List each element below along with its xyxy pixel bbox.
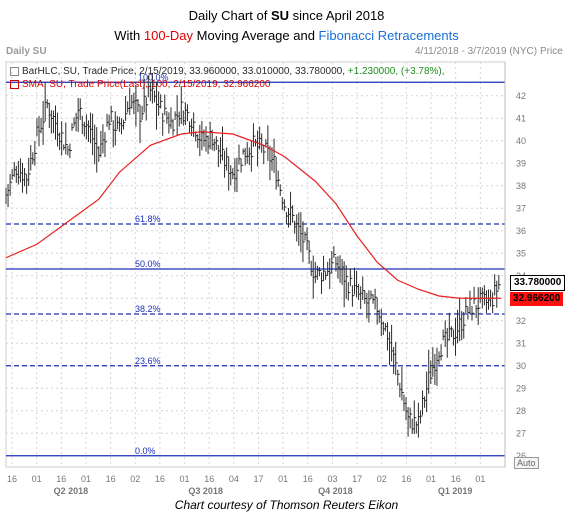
legend-sma-series[interactable]: SMA, SU, Trade Price(Last), 100, 2/15/20…	[10, 79, 270, 90]
x-period-label: Q1 2019	[438, 486, 473, 496]
title-text: Daily Chart of	[188, 8, 271, 23]
x-tick-label: 16	[7, 474, 17, 484]
x-period-label: Q3 2018	[188, 486, 223, 496]
x-tick-label: 01	[426, 474, 436, 484]
subtitle-sma-label: 100-Day	[143, 28, 194, 43]
chart-credit: Chart courtesy of Thomson Reuters Eikon	[174, 498, 399, 512]
x-tick-label: 16	[303, 474, 313, 484]
legend-price-swatch-icon	[10, 66, 19, 76]
y-tick-label: 26	[516, 451, 526, 461]
chart-title-line-1: Daily Chart of SU since April 2018	[0, 8, 573, 23]
x-tick-label: 02	[377, 474, 387, 484]
x-period-label: Q2 2018	[54, 486, 89, 496]
x-tick-label: 17	[352, 474, 362, 484]
y-tick-label: 38	[516, 181, 526, 191]
subtitle-text-mid: Moving Average and	[193, 28, 319, 43]
x-tick-label: 16	[106, 474, 116, 484]
x-tick-label: 04	[229, 474, 239, 484]
x-tick-label: 01	[180, 474, 190, 484]
fib-label: 23.6%	[135, 356, 161, 366]
y-tick-label: 42	[516, 91, 526, 101]
auto-scale-button[interactable]: Auto	[514, 457, 539, 469]
x-tick-label: 16	[401, 474, 411, 484]
y-tick-label: 29	[516, 383, 526, 393]
y-tick-label: 41	[516, 113, 526, 123]
y-tick-label: 36	[516, 226, 526, 236]
chart-title-line-2: With 100-Day Moving Average and Fibonacc…	[0, 28, 573, 43]
sma-line	[5, 131, 501, 299]
subtitle-text: With	[114, 28, 144, 43]
x-tick-label: 16	[451, 474, 461, 484]
y-tick-label: 30	[516, 361, 526, 371]
y-tick-label: 35	[516, 248, 526, 258]
last-price-tag: 33.780000	[510, 275, 566, 291]
fib-label: 50.0%	[135, 259, 161, 269]
x-tick-label: 17	[253, 474, 263, 484]
y-tick-label: 37	[516, 203, 526, 213]
legend-sma-text: SMA, SU, Trade Price(Last), 100, 2/15/20…	[22, 79, 271, 90]
legend-sma-swatch-icon	[10, 79, 19, 89]
x-tick-label: 01	[475, 474, 485, 484]
legend-price-change: +1.230000, (+3.78%),	[347, 66, 445, 77]
y-tick-label: 39	[516, 158, 526, 168]
fib-label: 0.0%	[135, 446, 156, 456]
x-tick-label: 01	[278, 474, 288, 484]
title-ticker: SU	[270, 8, 290, 23]
y-tick-label: 27	[516, 428, 526, 438]
fib-label: 61.8%	[135, 214, 161, 224]
fib-label: 100.0%	[138, 72, 169, 82]
y-tick-label: 31	[516, 338, 526, 348]
legend-price-series[interactable]: BarHLC, SU, Trade Price, 2/15/2019, 33.9…	[10, 66, 445, 77]
x-tick-label: 02	[130, 474, 140, 484]
price-axis-label: Price	[540, 46, 563, 57]
title-text-suffix: since April 2018	[289, 8, 385, 23]
x-period-label: Q4 2018	[318, 486, 353, 496]
fib-label: 38.2%	[135, 304, 161, 314]
last-sma-tag: 32.966200	[510, 292, 564, 306]
x-tick-label: 01	[81, 474, 91, 484]
subtitle-fib-label: Fibonacci Retracements	[318, 28, 459, 43]
date-range-label: 4/11/2018 - 3/7/2019 (NYC)	[415, 46, 538, 57]
plot-area	[5, 61, 506, 468]
y-tick-label: 40	[516, 136, 526, 146]
y-tick-label: 28	[516, 406, 526, 416]
x-tick-label: 03	[327, 474, 337, 484]
x-tick-label: 16	[56, 474, 66, 484]
chart-symbol-label: Daily SU	[6, 46, 47, 57]
x-tick-label: 16	[155, 474, 165, 484]
legend-price-text: BarHLC, SU, Trade Price, 2/15/2019, 33.9…	[22, 66, 346, 77]
x-tick-label: 16	[204, 474, 214, 484]
x-tick-label: 01	[32, 474, 42, 484]
y-tick-label: 32	[516, 316, 526, 326]
